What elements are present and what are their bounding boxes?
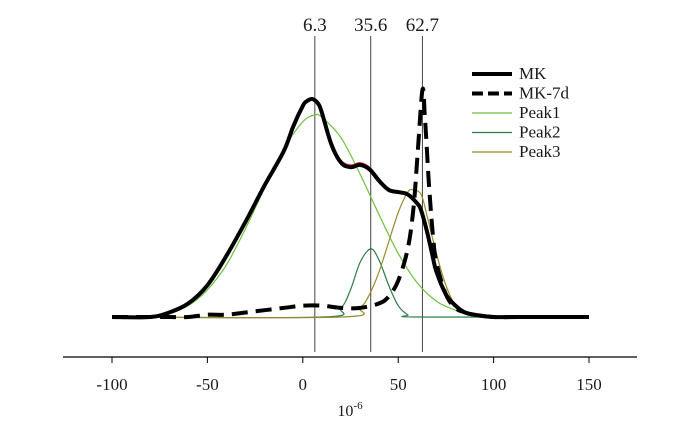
x-axis: -100 -50 0 50 100 150 xyxy=(63,356,637,394)
x-axis-title: 10-6 xyxy=(337,400,363,420)
series-line-mk-7d xyxy=(112,86,589,320)
x-tick-label: 50 xyxy=(390,375,407,394)
x-tick-label: -50 xyxy=(196,375,219,394)
legend-label-mk: MK xyxy=(519,64,547,83)
peak-marker-label: 62.7 xyxy=(406,15,439,36)
x-tick-label: -100 xyxy=(96,375,127,394)
spectrum-curves xyxy=(111,86,590,320)
legend-label-peak2: Peak2 xyxy=(519,123,561,142)
peak-marker-label: 35.6 xyxy=(354,15,387,36)
x-tick-label: 0 xyxy=(299,375,308,394)
series-line-peak1 xyxy=(111,113,590,318)
legend-label-peak1: Peak1 xyxy=(519,103,561,122)
peak-marker-lines: 6.3 35.6 62.7 xyxy=(303,15,439,352)
peak-marker-label: 6.3 xyxy=(303,15,327,36)
series-line-peak3 xyxy=(111,188,590,319)
series-line-mk xyxy=(111,97,589,320)
x-tick-label: 100 xyxy=(481,375,507,394)
legend-label-peak3: Peak3 xyxy=(519,142,561,161)
x-axis-title-exponent: -6 xyxy=(353,400,363,412)
x-tick-label: 150 xyxy=(576,375,602,394)
series-line-peak2 xyxy=(111,248,590,319)
legend-label-mk-7d: MK-7d xyxy=(519,84,570,103)
